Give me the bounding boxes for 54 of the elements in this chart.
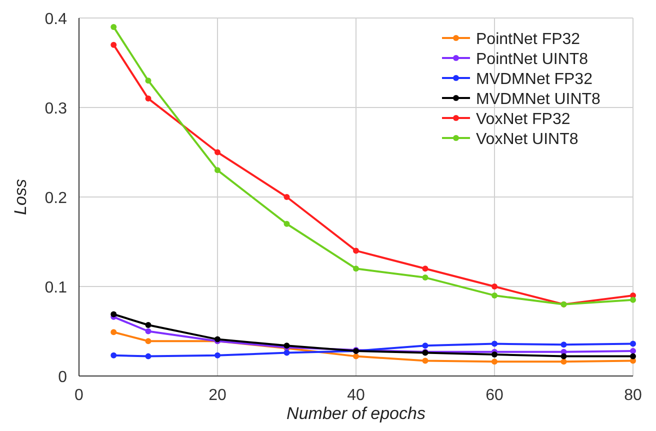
point	[145, 78, 152, 84]
point	[492, 292, 498, 298]
legend-label: PointNet FP32	[476, 31, 580, 48]
point	[110, 352, 117, 358]
legend-label: MVDMNet UINT8	[476, 91, 601, 108]
point	[422, 358, 428, 364]
point	[422, 342, 428, 349]
legend-label: PointNet UINT8	[476, 51, 588, 68]
point	[110, 329, 117, 336]
point	[353, 266, 359, 272]
point	[214, 352, 220, 358]
point	[145, 322, 152, 328]
y-tick-label: 0.1	[44, 280, 68, 296]
y-tick-label: 0.2	[44, 190, 68, 207]
point	[353, 248, 359, 254]
point	[492, 358, 498, 365]
point	[492, 352, 498, 358]
point	[630, 353, 636, 360]
y-tick-label: 0.4	[44, 11, 68, 28]
x-tick-label: 0	[74, 387, 84, 404]
point	[145, 96, 152, 102]
point	[492, 284, 498, 290]
point	[284, 220, 290, 227]
point	[353, 353, 359, 360]
x-tick-label: 20	[208, 387, 226, 404]
y-tick-label: 0	[58, 369, 68, 386]
y-axis-title: Loss	[11, 178, 30, 215]
legend-label: MVDMNet FP32	[476, 71, 593, 88]
point	[560, 353, 567, 360]
point	[214, 167, 220, 174]
point	[422, 274, 428, 281]
point	[214, 149, 220, 156]
y-tick-label: 0.3	[44, 100, 68, 118]
point	[110, 24, 117, 30]
point	[110, 42, 117, 48]
point	[630, 348, 636, 354]
point	[560, 342, 567, 348]
point	[492, 340, 498, 347]
legend-label: VoxNet FP32	[476, 111, 570, 128]
point	[560, 358, 567, 365]
x-tick-label: 80	[624, 387, 642, 404]
point	[630, 296, 636, 303]
point	[110, 311, 117, 318]
legend-label: VoxNet UINT8	[476, 131, 578, 148]
x-axis-title: Number of epochs	[286, 404, 426, 423]
point	[284, 350, 290, 356]
point	[145, 353, 152, 360]
x-tick-label: 40	[347, 387, 365, 404]
point	[145, 338, 152, 344]
point	[284, 194, 290, 200]
x-tick-label: 60	[486, 387, 504, 404]
point	[630, 340, 636, 347]
point	[145, 328, 152, 334]
point	[422, 266, 428, 272]
